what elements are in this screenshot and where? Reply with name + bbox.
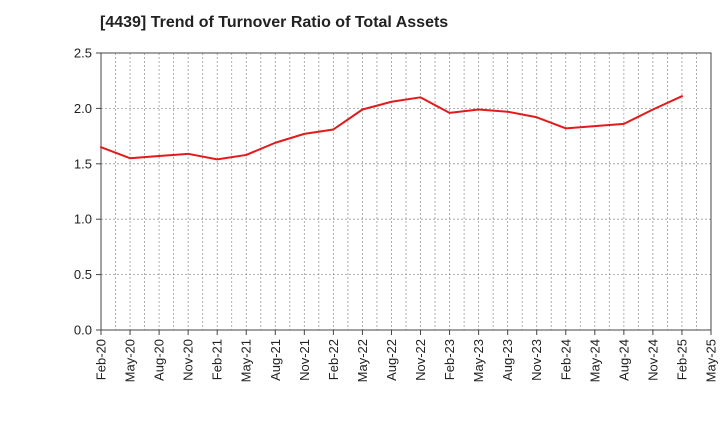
x-tick-label: May-23	[471, 339, 486, 382]
x-tick-label: Nov-22	[413, 339, 428, 381]
x-tick-label: Feb-24	[558, 339, 573, 380]
x-tick-label: Feb-21	[210, 339, 225, 380]
x-axis: Feb-20 May-20 Aug-20 Nov-20 Feb-21 May-21 Aug-…	[94, 330, 719, 382]
x-tick-label: Feb-20	[94, 339, 109, 380]
x-tick-label: Nov-20	[181, 339, 196, 381]
series-layer	[100, 95, 683, 161]
x-tick-label: May-22	[355, 339, 370, 382]
chart-title: [4439] Trend of Turnover Ratio of Total …	[100, 14, 449, 31]
y-tick-label: 1.5	[74, 156, 92, 171]
y-tick-label: 2.0	[74, 101, 92, 116]
x-tick-label: Nov-24	[645, 339, 660, 381]
y-tick-label: 0.0	[74, 323, 92, 338]
x-tick-label: Nov-23	[529, 339, 544, 381]
grid	[101, 53, 711, 330]
x-tick-label: May-24	[587, 339, 602, 382]
x-tick-label: May-20	[123, 339, 138, 382]
x-tick-label: Aug-23	[500, 339, 515, 381]
x-tick-label: Aug-22	[384, 339, 399, 381]
x-tick-label: Feb-22	[326, 339, 341, 380]
y-tick-label: 1.0	[74, 212, 92, 227]
y-axis: 0.0 0.5 1.0 1.5 2.0 2.5	[74, 46, 101, 338]
x-tick-label: Nov-21	[297, 339, 312, 381]
x-tick-label: Aug-20	[152, 339, 167, 381]
plot-area	[100, 52, 712, 331]
x-tick-label: May-25	[704, 339, 719, 382]
y-tick-label: 0.5	[74, 267, 92, 282]
x-tick-label: Feb-23	[442, 339, 457, 380]
x-tick-label: Aug-24	[616, 339, 631, 381]
x-tick-label: May-21	[239, 339, 254, 382]
x-tick-label: Aug-21	[268, 339, 283, 381]
x-tick-label: Feb-25	[674, 339, 689, 380]
series-line	[100, 95, 683, 161]
y-tick-label: 2.5	[74, 46, 92, 61]
